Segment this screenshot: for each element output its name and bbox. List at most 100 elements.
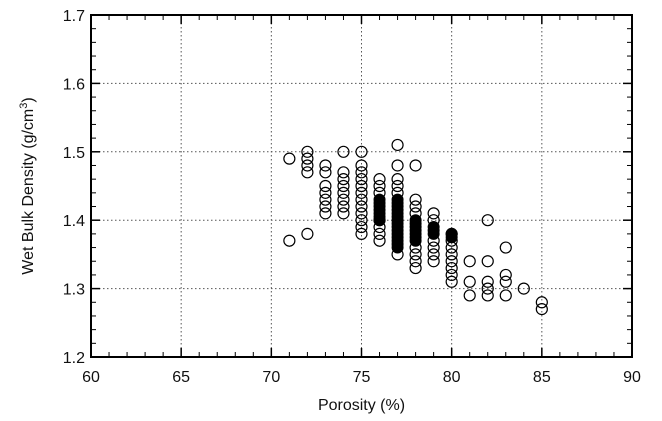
data-point	[499, 268, 512, 282]
data-point	[427, 207, 440, 220]
data-point	[535, 303, 548, 316]
data-point	[463, 275, 476, 288]
data-point	[445, 268, 458, 282]
x-tick-label: 60	[82, 369, 100, 386]
y-axis-title-superscript: 3	[18, 103, 30, 109]
data-point	[355, 193, 368, 206]
data-point	[445, 261, 458, 275]
data-point-filled	[391, 241, 404, 254]
data-point	[391, 173, 404, 186]
y-axis-title-main: Wet Bulk Density (g/cm	[20, 109, 37, 275]
data-point	[355, 214, 368, 227]
data-point	[337, 145, 350, 158]
x-tick-label: 70	[262, 369, 280, 386]
data-point	[355, 173, 368, 186]
data-point	[301, 227, 314, 240]
data-point	[445, 255, 458, 268]
data-point	[481, 255, 494, 268]
data-point	[481, 282, 494, 295]
y-tick-label: 1.5	[63, 145, 85, 162]
data-point	[535, 296, 548, 309]
data-point	[337, 200, 350, 213]
data-point	[337, 207, 350, 220]
data-point	[391, 138, 404, 152]
data-point	[409, 193, 422, 206]
data-point	[409, 261, 422, 275]
data-point	[481, 289, 494, 302]
data-point	[373, 179, 386, 193]
data-point	[499, 289, 512, 302]
data-point	[355, 227, 368, 240]
data-point	[481, 214, 494, 227]
data-point	[427, 241, 440, 254]
axis-ticks	[90, 14, 633, 358]
data-point	[319, 200, 332, 213]
data-point	[373, 227, 386, 240]
data-point-filled	[373, 214, 386, 227]
x-axis-title: Porosity (%)	[318, 397, 405, 414]
data-points	[283, 138, 548, 316]
tick-labels: 60 65 70 75 80 85 90 1.2 1.3 1.4 1.5 1.6 1.7	[63, 8, 641, 386]
data-point	[337, 179, 350, 193]
data-point	[445, 275, 458, 288]
y-tick-label: 1.2	[63, 350, 85, 367]
data-point	[355, 159, 368, 172]
data-point	[355, 220, 368, 234]
data-point	[355, 166, 368, 179]
data-point	[427, 255, 440, 268]
data-point	[427, 248, 440, 261]
x-tick-label: 80	[443, 369, 461, 386]
data-point	[355, 200, 368, 213]
data-point	[283, 234, 296, 247]
data-point	[301, 159, 314, 172]
x-tick-label: 65	[172, 369, 190, 386]
x-tick-label: 85	[533, 369, 551, 386]
data-point	[337, 166, 350, 179]
plot-frame	[90, 14, 633, 358]
data-point	[445, 248, 458, 261]
data-point	[301, 152, 314, 165]
data-point	[337, 173, 350, 186]
x-tick-label: 90	[623, 369, 641, 386]
data-point	[463, 255, 476, 268]
data-point-filled	[427, 227, 440, 240]
data-point	[319, 207, 332, 220]
data-point	[355, 207, 368, 220]
data-point-filled	[409, 234, 422, 247]
data-point	[355, 179, 368, 193]
data-point	[409, 200, 422, 213]
data-point	[355, 145, 368, 158]
data-point	[409, 159, 422, 172]
data-point	[319, 186, 332, 199]
data-point	[319, 159, 332, 172]
data-point	[337, 186, 350, 199]
y-tick-label: 1.4	[63, 213, 85, 230]
data-point	[373, 234, 386, 247]
data-point-filled	[445, 231, 458, 244]
y-axis-title: Wet Bulk Density (g/cm3)	[18, 97, 37, 274]
y-tick-label: 1.7	[63, 8, 85, 25]
data-point	[319, 166, 332, 179]
y-tick-label: 1.3	[63, 282, 85, 299]
data-point	[319, 193, 332, 206]
data-point	[355, 186, 368, 199]
data-point	[409, 248, 422, 261]
data-point	[481, 275, 494, 288]
data-point	[391, 159, 404, 172]
data-point	[319, 179, 332, 193]
data-point	[337, 193, 350, 206]
data-point	[409, 255, 422, 268]
data-point	[373, 173, 386, 186]
data-point	[391, 179, 404, 193]
data-point	[463, 289, 476, 302]
data-point	[301, 145, 314, 158]
data-point	[301, 166, 314, 179]
data-point	[499, 241, 512, 254]
y-axis-title-suffix: )	[20, 97, 37, 102]
data-point	[499, 275, 512, 288]
x-tick-label: 75	[353, 369, 371, 386]
y-tick-label: 1.6	[63, 76, 85, 93]
grid	[91, 15, 632, 357]
data-point	[517, 282, 530, 295]
